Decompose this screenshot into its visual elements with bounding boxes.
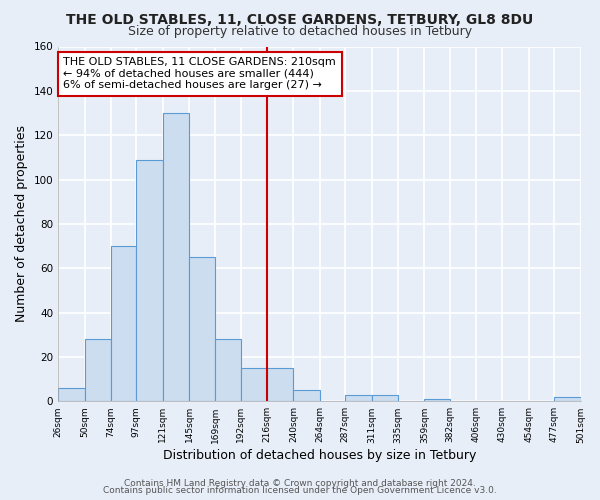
Bar — [241, 368, 267, 402]
Bar — [424, 399, 449, 402]
Bar — [189, 257, 215, 402]
Bar — [215, 339, 241, 402]
Y-axis label: Number of detached properties: Number of detached properties — [15, 126, 28, 322]
Text: THE OLD STABLES, 11 CLOSE GARDENS: 210sqm
← 94% of detached houses are smaller (: THE OLD STABLES, 11 CLOSE GARDENS: 210sq… — [64, 57, 336, 90]
Text: Size of property relative to detached houses in Tetbury: Size of property relative to detached ho… — [128, 25, 472, 38]
Bar — [136, 160, 163, 402]
Bar — [345, 394, 371, 402]
X-axis label: Distribution of detached houses by size in Tetbury: Distribution of detached houses by size … — [163, 450, 476, 462]
Bar — [293, 390, 320, 402]
Bar — [58, 388, 85, 402]
Bar — [163, 113, 189, 402]
Bar — [554, 397, 581, 402]
Bar — [371, 394, 398, 402]
Text: THE OLD STABLES, 11, CLOSE GARDENS, TETBURY, GL8 8DU: THE OLD STABLES, 11, CLOSE GARDENS, TETB… — [67, 12, 533, 26]
Text: Contains public sector information licensed under the Open Government Licence v3: Contains public sector information licen… — [103, 486, 497, 495]
Bar — [267, 368, 293, 402]
Text: Contains HM Land Registry data © Crown copyright and database right 2024.: Contains HM Land Registry data © Crown c… — [124, 478, 476, 488]
Bar — [85, 339, 111, 402]
Bar — [111, 246, 136, 402]
